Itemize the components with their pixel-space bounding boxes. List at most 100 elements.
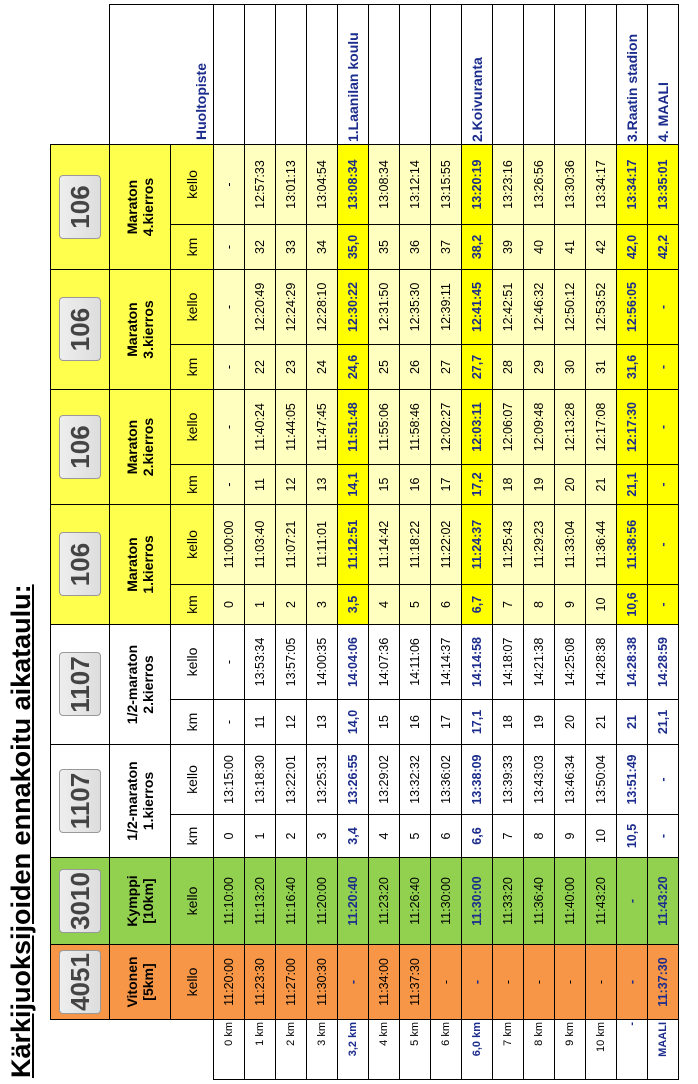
cell: 21 bbox=[585, 464, 617, 505]
subheader-row: kello kello km kello km kello km kello km kello km… bbox=[170, 5, 214, 1080]
data-row: 7 km -11:33:20 7 13:39:33 18 14:18:07 7 11:25:4… bbox=[492, 4, 524, 1080]
cell: - bbox=[213, 144, 245, 225]
cell: 1 bbox=[244, 814, 276, 858]
cell: 5 bbox=[399, 814, 431, 858]
data-row: 6,0 km -11:30:00 6,6 13:38:09 17,1 14:14:58 6,… bbox=[461, 4, 493, 1080]
distance-label: 6,0 km bbox=[461, 1019, 493, 1080]
cell: 11:30:30 bbox=[306, 944, 338, 1020]
bib-cell: 106 bbox=[50, 389, 110, 505]
cell: 11:44:05 bbox=[275, 389, 307, 465]
cell: - bbox=[616, 944, 648, 1020]
cell: 13:39:33 bbox=[492, 744, 524, 815]
data-row: 3 km 11:30:30 11:20:00 3 13:25:31 13 14:00:35 3… bbox=[306, 4, 338, 1080]
bib-cell: 1107 bbox=[50, 624, 110, 745]
cell: 12:35:30 bbox=[399, 269, 431, 345]
cell: 11:33:20 bbox=[492, 857, 524, 945]
group-name: Vitonen [5km] bbox=[109, 944, 171, 1020]
cell: - bbox=[647, 464, 679, 505]
cell: 11:30:00 bbox=[461, 857, 493, 945]
cell: 19 bbox=[523, 464, 555, 505]
cell: 17,1 bbox=[461, 699, 493, 745]
cell: 12:17:30 bbox=[616, 389, 648, 465]
data-row: 9 km -11:40:00 9 13:46:34 20 14:25:08 9 11:33:0… bbox=[554, 4, 586, 1080]
cell: 8 bbox=[523, 814, 555, 858]
cell: - bbox=[213, 389, 245, 465]
cell: 40 bbox=[523, 224, 555, 270]
cell: 11:25:43 bbox=[492, 504, 524, 585]
cell: 13:23:16 bbox=[492, 144, 524, 225]
cell: 6,6 bbox=[461, 814, 493, 858]
cell: 11:13:20 bbox=[244, 857, 276, 945]
distance-label: 0 km bbox=[213, 1019, 245, 1080]
cell: 12:20:49 bbox=[244, 269, 276, 345]
data-row: 1 km 11:23:30 11:13:20 1 13:18:30 11 13:53:34 1… bbox=[244, 4, 276, 1080]
cell: - bbox=[213, 624, 245, 700]
cell: 12:56:05 bbox=[616, 269, 648, 345]
cell: 11:40:00 bbox=[554, 857, 586, 945]
aid-station bbox=[399, 4, 431, 145]
cell: 13:30:36 bbox=[554, 144, 586, 225]
distance-label: 5 km bbox=[399, 1019, 431, 1080]
cell: 13:51:49 bbox=[616, 744, 648, 815]
cell: 13:15:00 bbox=[213, 744, 245, 815]
cell: 24 bbox=[306, 344, 338, 390]
schedule-table: 4051 3010 1107 1107 106 106 106 106 Vitonen [5km… bbox=[50, 4, 679, 1080]
cell: 18 bbox=[492, 699, 524, 745]
cell: 21 bbox=[585, 699, 617, 745]
cell: 10 bbox=[585, 584, 617, 625]
cell: 11:11:01 bbox=[306, 504, 338, 585]
data-row: 2 km 11:27:00 11:16:40 2 13:22:01 12 13:57:05 2… bbox=[275, 4, 307, 1080]
cell: 13:22:01 bbox=[275, 744, 307, 815]
cell: 27 bbox=[430, 344, 462, 390]
cell: 11:26:40 bbox=[399, 857, 431, 945]
cell: 12:17:08 bbox=[585, 389, 617, 465]
cell: 3 bbox=[306, 814, 338, 858]
distance-label: - bbox=[616, 1019, 648, 1080]
subheader: kello bbox=[170, 624, 214, 700]
cell: 14:28:38 bbox=[616, 624, 648, 700]
distance-label: 2 km bbox=[275, 1019, 307, 1080]
cell: 7 bbox=[492, 814, 524, 858]
cell: 26 bbox=[399, 344, 431, 390]
aid-station bbox=[244, 4, 276, 145]
cell: 3 bbox=[306, 584, 338, 625]
cell: - bbox=[554, 944, 586, 1020]
cell: 27,7 bbox=[461, 344, 493, 390]
cell: - bbox=[616, 857, 648, 945]
cell: 1 bbox=[244, 584, 276, 625]
cell: 13:04:54 bbox=[306, 144, 338, 225]
subheader: kello bbox=[170, 944, 214, 1020]
bib-number: 106 bbox=[59, 532, 101, 597]
cell: 7 bbox=[492, 584, 524, 625]
bib-cell: 106 bbox=[50, 504, 110, 625]
cell: 14:11:06 bbox=[399, 624, 431, 700]
data-row: 3,2 km -11:20:40 3,4 13:26:55 14,0 14:04:06 3,… bbox=[337, 4, 369, 1080]
cell: 12 bbox=[275, 464, 307, 505]
cell: 14:25:08 bbox=[554, 624, 586, 700]
cell: 12:53:52 bbox=[585, 269, 617, 345]
cell: 32 bbox=[244, 224, 276, 270]
cell: 13:25:31 bbox=[306, 744, 338, 815]
cell: 13:57:05 bbox=[275, 624, 307, 700]
cell: 14:07:36 bbox=[368, 624, 400, 700]
cell: 13:53:34 bbox=[244, 624, 276, 700]
group-name: Maraton 2.kierros bbox=[109, 389, 171, 505]
cell: 14:00:35 bbox=[306, 624, 338, 700]
cell: 12 bbox=[275, 699, 307, 745]
cell: 22 bbox=[244, 344, 276, 390]
cell: 12:39:11 bbox=[430, 269, 462, 345]
subheader: km bbox=[170, 344, 214, 390]
cell: 11 bbox=[244, 699, 276, 745]
cell: 9 bbox=[554, 584, 586, 625]
cell: 21 bbox=[616, 699, 648, 745]
cell: 11:16:40 bbox=[275, 857, 307, 945]
data-row: 6 km -11:30:00 6 13:36:02 17 14:14:37 6 11:22:0… bbox=[430, 4, 462, 1080]
cell: 12:28:10 bbox=[306, 269, 338, 345]
cell: 11:07:21 bbox=[275, 504, 307, 585]
distance-label: 10 km bbox=[585, 1019, 617, 1080]
cell: - bbox=[430, 944, 462, 1020]
cell: 13:38:09 bbox=[461, 744, 493, 815]
subheader: kello bbox=[170, 744, 214, 815]
cell: 12:13:28 bbox=[554, 389, 586, 465]
